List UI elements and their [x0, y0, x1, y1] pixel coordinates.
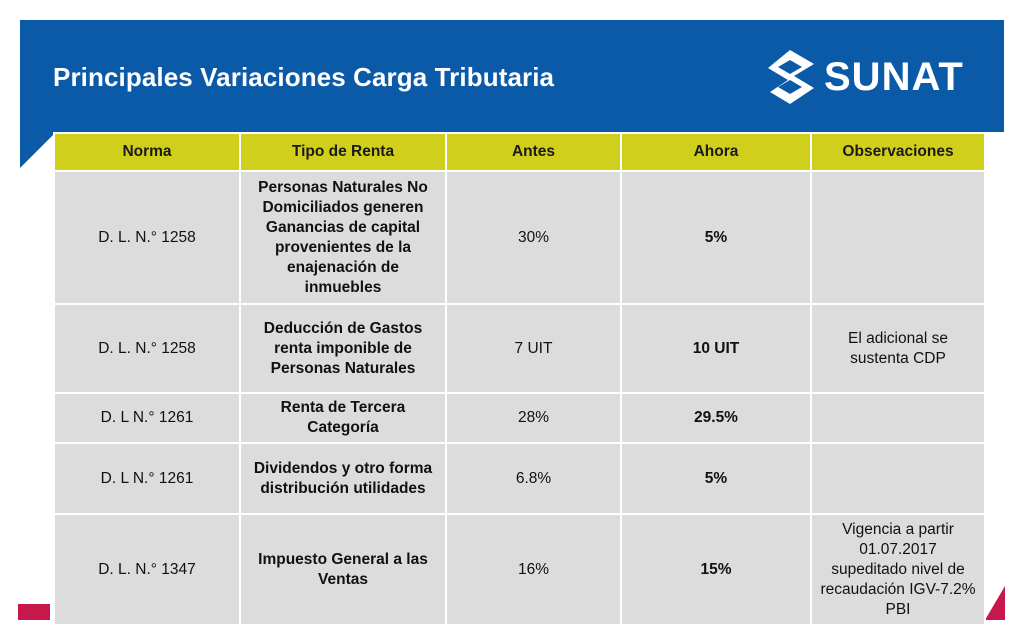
- accent-bar-left: [18, 604, 50, 620]
- cell-norma: D. L. N.° 1347: [53, 513, 241, 626]
- table-row: D. L. N.° 1258 Personas Naturales No Dom…: [53, 169, 986, 306]
- cell-antes: 6.8%: [445, 442, 622, 515]
- cell-observaciones: El adicional se sustenta CDP: [810, 303, 986, 394]
- logo-text: SUNAT: [824, 54, 964, 99]
- column-header-tipo-de-renta: Tipo de Renta: [239, 132, 447, 172]
- cell-antes: 7 UIT: [445, 303, 622, 394]
- cell-antes: 30%: [445, 169, 622, 306]
- sunat-logo: SUNAT: [764, 46, 982, 108]
- cell-tipo-de-renta: Impuesto General a las Ventas: [239, 513, 447, 626]
- accent-bar-right: [985, 586, 1005, 620]
- column-header-ahora: Ahora: [620, 132, 812, 172]
- cell-tipo-de-renta: Deducción de Gastos renta imponible de P…: [239, 303, 447, 394]
- cell-ahora: 10 UIT: [620, 303, 812, 394]
- cell-ahora: 5%: [620, 169, 812, 306]
- cell-tipo-de-renta: Personas Naturales No Domiciliados gener…: [239, 169, 447, 306]
- column-header-observaciones: Observaciones: [810, 132, 986, 172]
- banner-fold-decoration: [20, 132, 56, 168]
- column-header-antes: Antes: [445, 132, 622, 172]
- cell-observaciones: [810, 442, 986, 515]
- cell-observaciones: Vigencia a partir 01.07.2017 supeditado …: [810, 513, 986, 626]
- table-row: D. L. N.° 1347 Impuesto General a las Ve…: [53, 513, 986, 626]
- cell-ahora: 29.5%: [620, 391, 812, 445]
- cell-tipo-de-renta: Dividendos y otro forma distribución uti…: [239, 442, 447, 515]
- cell-observaciones: [810, 391, 986, 445]
- cell-norma: D. L N.° 1261: [53, 442, 241, 515]
- cell-norma: D. L. N.° 1258: [53, 169, 241, 306]
- table-row: D. L. N.° 1258 Deducción de Gastos renta…: [53, 303, 986, 394]
- cell-ahora: 5%: [620, 442, 812, 515]
- tax-variations-table: Norma Tipo de Renta Antes Ahora Observac…: [53, 132, 986, 626]
- column-header-norma: Norma: [53, 132, 241, 172]
- table-header-row: Norma Tipo de Renta Antes Ahora Observac…: [53, 132, 986, 172]
- table-row: D. L N.° 1261 Renta de Tercera Categoría…: [53, 391, 986, 445]
- cell-norma: D. L N.° 1261: [53, 391, 241, 445]
- sunat-logo-icon: [768, 50, 814, 104]
- header-banner: [20, 20, 1004, 132]
- cell-antes: 28%: [445, 391, 622, 445]
- page-title: Principales Variaciones Carga Tributaria: [53, 62, 555, 92]
- table-row: D. L N.° 1261 Dividendos y otro forma di…: [53, 442, 986, 515]
- cell-ahora: 15%: [620, 513, 812, 626]
- cell-tipo-de-renta: Renta de Tercera Categoría: [239, 391, 447, 445]
- cell-norma: D. L. N.° 1258: [53, 303, 241, 394]
- cell-observaciones: [810, 169, 986, 306]
- cell-antes: 16%: [445, 513, 622, 626]
